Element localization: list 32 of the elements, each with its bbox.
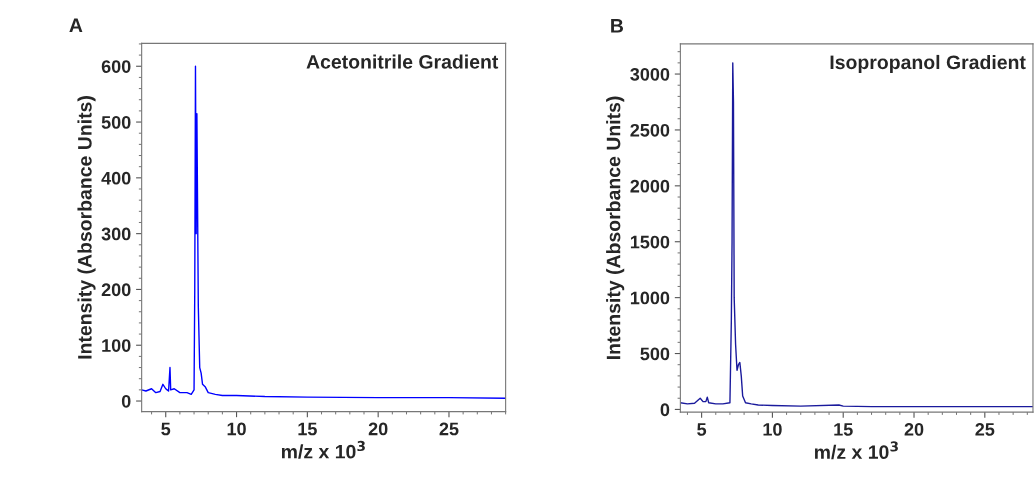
y-tick-label: 400 xyxy=(101,171,131,185)
y-tick-label: 200 xyxy=(101,283,131,297)
x-tick-label: 10 xyxy=(763,423,782,436)
y-tick-label: 500 xyxy=(640,347,670,361)
x-tick-label: 10 xyxy=(227,422,246,436)
x-axis-title: m/z x 10$^{3}$ xyxy=(814,441,898,460)
text: B xyxy=(611,19,624,33)
y-tick-label: 2500 xyxy=(630,123,670,137)
y-tick-label: 600 xyxy=(101,60,131,73)
x-tick-label: 15 xyxy=(834,423,853,436)
y-axis-title: Intensity (Absorbance Units) xyxy=(606,96,625,360)
x-tick-label: 25 xyxy=(975,423,995,436)
text: A xyxy=(69,18,83,32)
y-tick-label: 3000 xyxy=(630,67,670,81)
y-tick-label: 500 xyxy=(101,115,131,129)
x-tick-label: 15 xyxy=(298,422,317,436)
x-tick-label: 5 xyxy=(161,422,171,436)
y-tick-label: 1000 xyxy=(630,291,670,305)
y-axis-title: Intensity (Absorbance Units) xyxy=(77,96,96,359)
y-tick-label: 1500 xyxy=(630,235,670,249)
x-axis-title: m/z x 10$^{3}$ xyxy=(281,440,365,459)
y-tick-label: 300 xyxy=(101,227,131,241)
annotation: Acetonitrile Gradient xyxy=(306,54,499,69)
y-tick-label: 2000 xyxy=(630,179,670,193)
annotation: Isopropanol Gradient xyxy=(830,54,1026,74)
x-tick-label: 25 xyxy=(439,422,459,436)
y-tick-label: 0 xyxy=(660,403,670,417)
x-tick-label: 20 xyxy=(904,423,924,436)
x-tick-label: 5 xyxy=(697,423,707,436)
x-tick-label: 20 xyxy=(368,422,388,436)
y-tick-label: 0 xyxy=(121,394,131,408)
y-tick-label: 100 xyxy=(102,339,131,352)
